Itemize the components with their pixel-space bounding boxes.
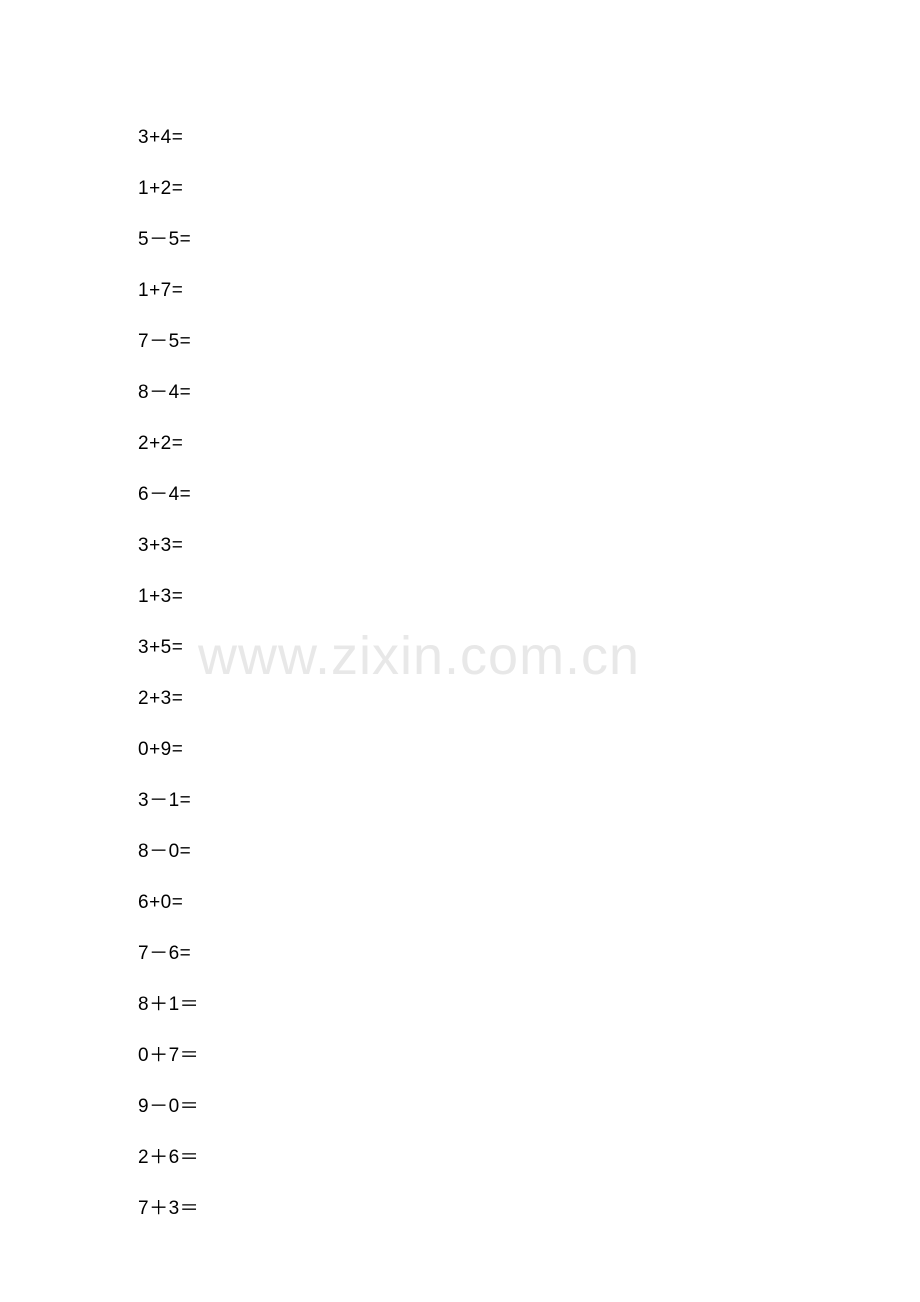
equation-item: 8－0= xyxy=(138,826,199,877)
equation-item: 2+2= xyxy=(138,418,199,469)
equation-item: 3+3= xyxy=(138,520,199,571)
equation-item: 0＋7＝ xyxy=(138,1030,199,1081)
equation-item: 3+4= xyxy=(138,112,199,163)
equation-item: 9－0＝ xyxy=(138,1081,199,1132)
equation-item: 7＋3＝ xyxy=(138,1183,199,1234)
equation-item: 8＋1＝ xyxy=(138,979,199,1030)
equation-item: 1+3= xyxy=(138,571,199,622)
equation-item: 5－5= xyxy=(138,214,199,265)
equation-item: 2+3= xyxy=(138,673,199,724)
equation-item: 0+9= xyxy=(138,724,199,775)
watermark-text: www.zixin.com.cn xyxy=(198,625,640,687)
equation-item: 1+2= xyxy=(138,163,199,214)
equation-item: 1+7= xyxy=(138,265,199,316)
equation-item: 3－1= xyxy=(138,775,199,826)
equation-item: 7－6= xyxy=(138,928,199,979)
equation-item: 6+0= xyxy=(138,877,199,928)
equation-item: 2＋6＝ xyxy=(138,1132,199,1183)
equations-list: 3+4= 1+2= 5－5= 1+7= 7－5= 8－4= 2+2= 6－4= … xyxy=(138,112,199,1234)
equations-container: 3+4= 1+2= 5－5= 1+7= 7－5= 8－4= 2+2= 6－4= … xyxy=(138,112,199,1234)
equation-item: 6－4= xyxy=(138,469,199,520)
equation-item: 7－5= xyxy=(138,316,199,367)
equation-item: 3+5= xyxy=(138,622,199,673)
equation-item: 8－4= xyxy=(138,367,199,418)
